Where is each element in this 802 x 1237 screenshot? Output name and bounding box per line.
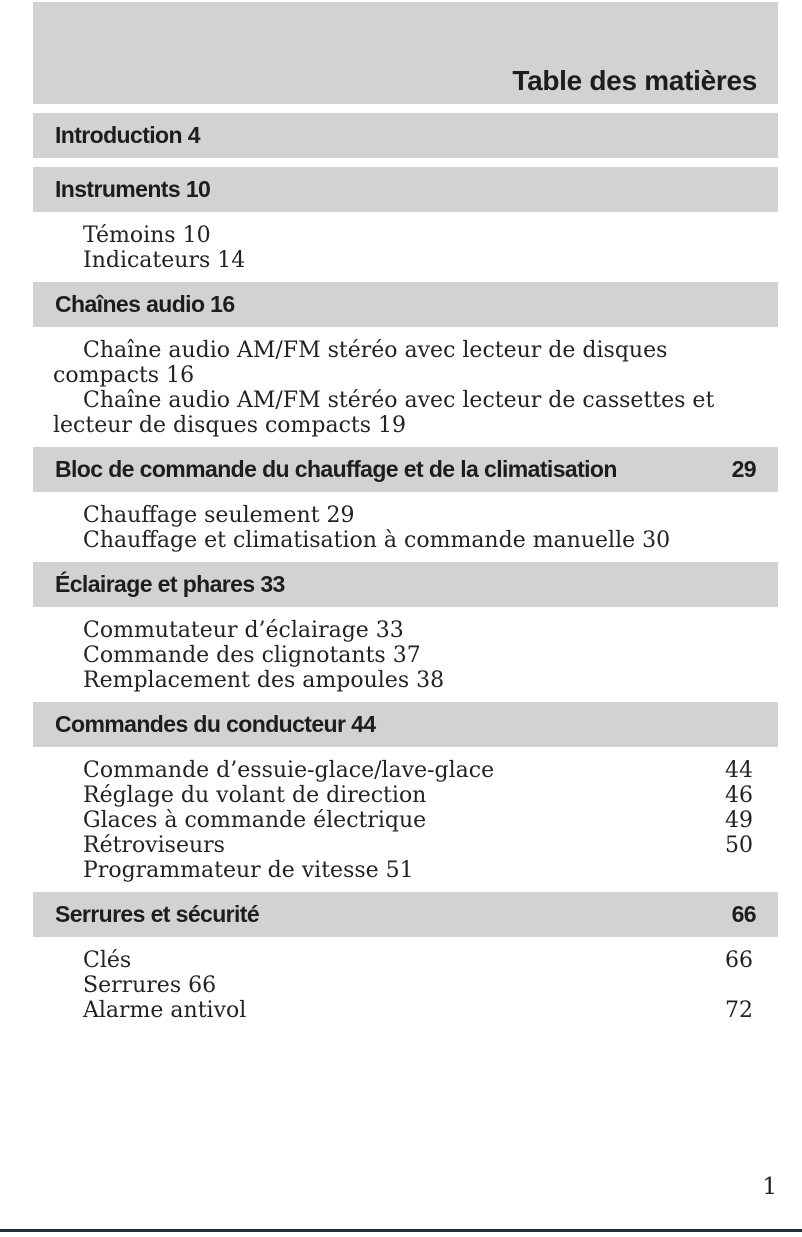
- toc-sections: Introduction 4 Instruments 10 Témoins 10…: [0, 113, 802, 1023]
- toc-entry: Clés 66: [33, 948, 778, 973]
- page-title: Table des matières: [512, 65, 757, 96]
- toc-entry-line: Indicateurs 14: [83, 248, 246, 273]
- toc-entry-line: Commutateur d’éclairage 33: [83, 618, 404, 643]
- toc-entry: Serrures 66: [33, 973, 778, 998]
- toc-entry-line: Commande des clignotants 37: [83, 643, 421, 668]
- toc-entry: Indicateurs 14: [33, 248, 778, 273]
- section-heading-page-number: 29: [731, 456, 757, 482]
- toc-entry-page-number: 44: [725, 758, 753, 783]
- toc-entry-line: compacts 16: [53, 363, 195, 388]
- section-heading-label: Bloc de commande du chauffage et de la c…: [55, 456, 617, 482]
- section-items: Commande d’essuie-glace/lave-glace 44 Régl…: [33, 758, 778, 883]
- toc-entry-line: lecteur de disques compacts 19: [53, 413, 407, 438]
- toc-entry-label: Rétroviseurs: [83, 833, 225, 858]
- section-heading-bar: Éclairage et phares 33: [33, 562, 778, 607]
- section-heading-label: Éclairage et phares 33: [55, 571, 285, 597]
- toc-section: Commandes du conducteur 44 Commande d’es…: [0, 702, 802, 883]
- toc-entry: Chaîne audio AM/FM stéréo avec lecteur d…: [33, 388, 778, 438]
- toc-entry-label: Commande d’essuie-glace/lave-glace: [83, 758, 495, 783]
- section-heading-label: Instruments 10: [55, 176, 211, 202]
- toc-entry: Remplacement des ampoules 38: [33, 668, 778, 693]
- section-heading-label: Introduction 4: [55, 122, 201, 148]
- toc-entry: Réglage du volant de direction 46: [33, 783, 778, 808]
- toc-entry: Chauffage et climatisation à commande ma…: [33, 528, 778, 553]
- toc-section: Introduction 4: [0, 113, 802, 158]
- section-items: Témoins 10 Indicateurs 14: [33, 223, 778, 273]
- section-heading-label: Commandes du conducteur 44: [55, 711, 376, 737]
- toc-entry: Commutateur d’éclairage 33: [33, 618, 778, 643]
- toc-entry-page-number: 72: [725, 998, 753, 1023]
- section-heading-bar: Chaînes audio 16: [33, 282, 778, 327]
- toc-entry-line: Témoins 10: [83, 223, 211, 248]
- section-heading-label: Serrures et sécurité: [55, 901, 260, 927]
- toc-entry-page-number: 50: [725, 833, 753, 858]
- toc-entry: Témoins 10: [33, 223, 778, 248]
- toc-entry: Glaces à commande électrique 49: [33, 808, 778, 833]
- toc-section: Chaînes audio 16 Chaîne audio AM/FM stér…: [0, 282, 802, 438]
- toc-entry-page-number: 66: [725, 948, 753, 973]
- section-heading-page-number: 66: [731, 901, 757, 927]
- toc-section: Serrures et sécurité 66 Clés 66 Serrures 6…: [0, 892, 802, 1023]
- section-heading-bar: Bloc de commande du chauffage et de la c…: [33, 447, 778, 492]
- toc-entry-line: Chauffage seulement 29: [83, 503, 355, 528]
- section-heading-bar: Commandes du conducteur 44: [33, 702, 778, 747]
- toc-section: Bloc de commande du chauffage et de la c…: [0, 447, 802, 553]
- toc-entry: Commande d’essuie-glace/lave-glace 44: [33, 758, 778, 783]
- toc-entry-label: Clés: [83, 948, 132, 973]
- toc-entry-line: Serrures 66: [83, 973, 217, 998]
- section-heading-bar: Instruments 10: [33, 167, 778, 212]
- section-heading-bar: Serrures et sécurité 66: [33, 892, 778, 937]
- toc-entry: Alarme antivol 72: [33, 998, 778, 1023]
- section-items: Chauffage seulement 29 Chauffage et clima…: [33, 503, 778, 553]
- toc-entry-line: Chaîne audio AM/FM stéréo avec lecteur d…: [83, 388, 715, 413]
- bottom-rule: [0, 1229, 802, 1232]
- toc-entry: Commande des clignotants 37: [33, 643, 778, 668]
- toc-entry-page-number: 49: [725, 808, 753, 833]
- page-title-bar: Table des matières: [33, 2, 778, 104]
- toc-entry-label: Réglage du volant de direction: [83, 783, 427, 808]
- toc-section: Éclairage et phares 33 Commutateur d’écl…: [0, 562, 802, 693]
- toc-entry-line: Chaîne audio AM/FM stéréo avec lecteur d…: [83, 338, 668, 363]
- toc-entry-line: Programmateur de vitesse 51: [83, 858, 414, 883]
- toc-entry-line: Remplacement des ampoules 38: [83, 668, 445, 693]
- toc-entry: Rétroviseurs 50: [33, 833, 778, 858]
- toc-entry-page-number: 46: [725, 783, 753, 808]
- section-items: Commutateur d’éclairage 33 Commande des c…: [33, 618, 778, 693]
- toc-entry-label: Glaces à commande électrique: [83, 808, 427, 833]
- toc-entry: Chaîne audio AM/FM stéréo avec lecteur d…: [33, 338, 778, 388]
- toc-section: Instruments 10 Témoins 10 Indicateurs 14: [0, 167, 802, 273]
- section-items: Chaîne audio AM/FM stéréo avec lecteur d…: [33, 338, 778, 438]
- toc-entry-label: Alarme antivol: [83, 998, 247, 1023]
- section-items: Clés 66 Serrures 66 Alarme antivol 72: [33, 948, 778, 1023]
- page-number: 1: [762, 1174, 777, 1200]
- toc-entry: Programmateur de vitesse 51: [33, 858, 778, 883]
- toc-entry: Chauffage seulement 29: [33, 503, 778, 528]
- section-heading-bar: Introduction 4: [33, 113, 778, 158]
- section-heading-label: Chaînes audio 16: [55, 291, 235, 317]
- toc-entry-line: Chauffage et climatisation à commande ma…: [83, 528, 671, 553]
